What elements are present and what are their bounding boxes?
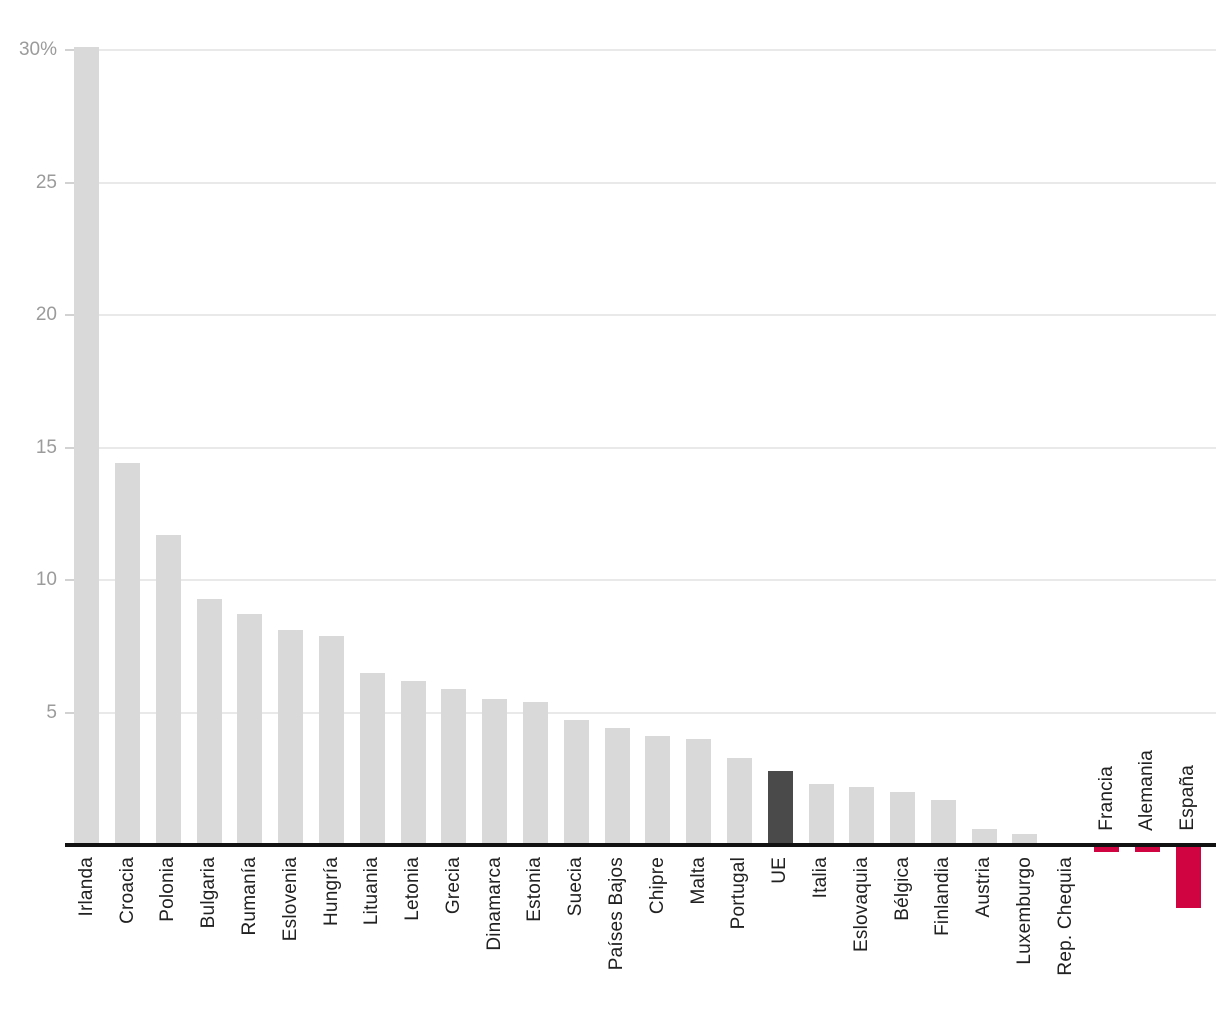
x-label-eslovaquia: Eslovaquia: [850, 857, 872, 952]
y-tick-25: [65, 181, 77, 184]
x-label-hungr-a: Hungría: [320, 857, 342, 926]
gridline-10: [65, 579, 1216, 581]
x-label-luxemburgo: Luxemburgo: [1013, 857, 1035, 965]
bar-ue: [767, 770, 793, 847]
x-label-polonia: Polonia: [157, 857, 179, 922]
bar-irlanda: [74, 47, 100, 847]
bar-estonia: [522, 701, 548, 847]
bar-chipre: [645, 736, 671, 847]
y-axis-label-25: 25: [35, 171, 57, 193]
x-label-lituania: Lituania: [361, 857, 383, 926]
x-label-irlanda: Irlanda: [75, 857, 97, 917]
y-axis-label-10: 10: [35, 569, 57, 590]
x-label-suecia: Suecia: [565, 857, 587, 917]
bar-finlandia: [930, 799, 956, 847]
x-label-malta: Malta: [687, 857, 709, 905]
y-axis-label-5: 5: [46, 701, 57, 723]
bar-malta: [686, 739, 712, 847]
bar-hungr-a: [319, 635, 345, 847]
x-label-grecia: Grecia: [442, 857, 464, 915]
x-label-eslovenia: Eslovenia: [279, 857, 301, 942]
y-axis-label-20: 20: [35, 304, 57, 325]
bar-croacia: [115, 463, 141, 847]
x-label-francia: Francia: [1095, 766, 1117, 831]
y-tick-30: [65, 49, 77, 51]
x-label-alemania: Alemania: [1136, 750, 1158, 831]
x-axis-line: [65, 843, 1216, 847]
x-label-b-lgica: Bélgica: [891, 857, 913, 921]
x-label-estonia: Estonia: [524, 857, 546, 922]
x-label-rep-chequia: Rep. Chequia: [1054, 857, 1076, 976]
bar-letonia: [400, 680, 426, 847]
x-label-dinamarca: Dinamarca: [483, 857, 505, 951]
bar-ruman-a: [237, 614, 263, 847]
y-tick-5: [65, 711, 77, 714]
bar-eslovenia: [278, 630, 304, 847]
x-label-italia: Italia: [810, 857, 832, 899]
x-label-ue: UE: [769, 857, 791, 884]
bar-pa-ses-bajos: [604, 728, 630, 847]
bar-alemania: [1134, 845, 1160, 853]
gridline-15: [65, 446, 1216, 449]
gridline-20: [65, 314, 1216, 316]
x-label-ruman-a: Rumanía: [238, 857, 260, 936]
y-tick-20: [65, 314, 77, 316]
bar-dinamarca: [482, 699, 508, 847]
bar-b-lgica: [890, 792, 916, 847]
bar-espa-a: [1175, 845, 1201, 908]
bar-austria: [971, 829, 997, 847]
gridline-5: [65, 711, 1216, 714]
y-axis-label-30: 30%: [18, 39, 57, 60]
x-label-letonia: Letonia: [402, 857, 424, 921]
gridline-30: [65, 49, 1216, 51]
x-label-portugal: Portugal: [728, 857, 750, 930]
bar-eslovaquia: [849, 786, 875, 847]
bar-polonia: [155, 534, 181, 847]
x-label-austria: Austria: [973, 857, 995, 918]
bar-italia: [808, 784, 834, 847]
x-label-bulgaria: Bulgaria: [198, 857, 220, 929]
x-label-finlandia: Finlandia: [932, 857, 954, 936]
bar-lituania: [359, 672, 385, 847]
x-label-croacia: Croacia: [116, 857, 138, 924]
x-label-pa-ses-bajos: Países Bajos: [606, 857, 628, 971]
y-axis-label-15: 15: [35, 436, 57, 458]
gridline-25: [65, 181, 1216, 184]
bar-bulgaria: [196, 598, 222, 847]
bar-francia: [1094, 845, 1120, 853]
x-label-chipre: Chipre: [646, 857, 668, 915]
bar-portugal: [726, 757, 752, 847]
x-label-espa-a: España: [1177, 765, 1199, 831]
bar-suecia: [563, 720, 589, 847]
y-tick-15: [65, 446, 77, 449]
bar-grecia: [441, 688, 467, 847]
y-tick-10: [65, 579, 77, 581]
